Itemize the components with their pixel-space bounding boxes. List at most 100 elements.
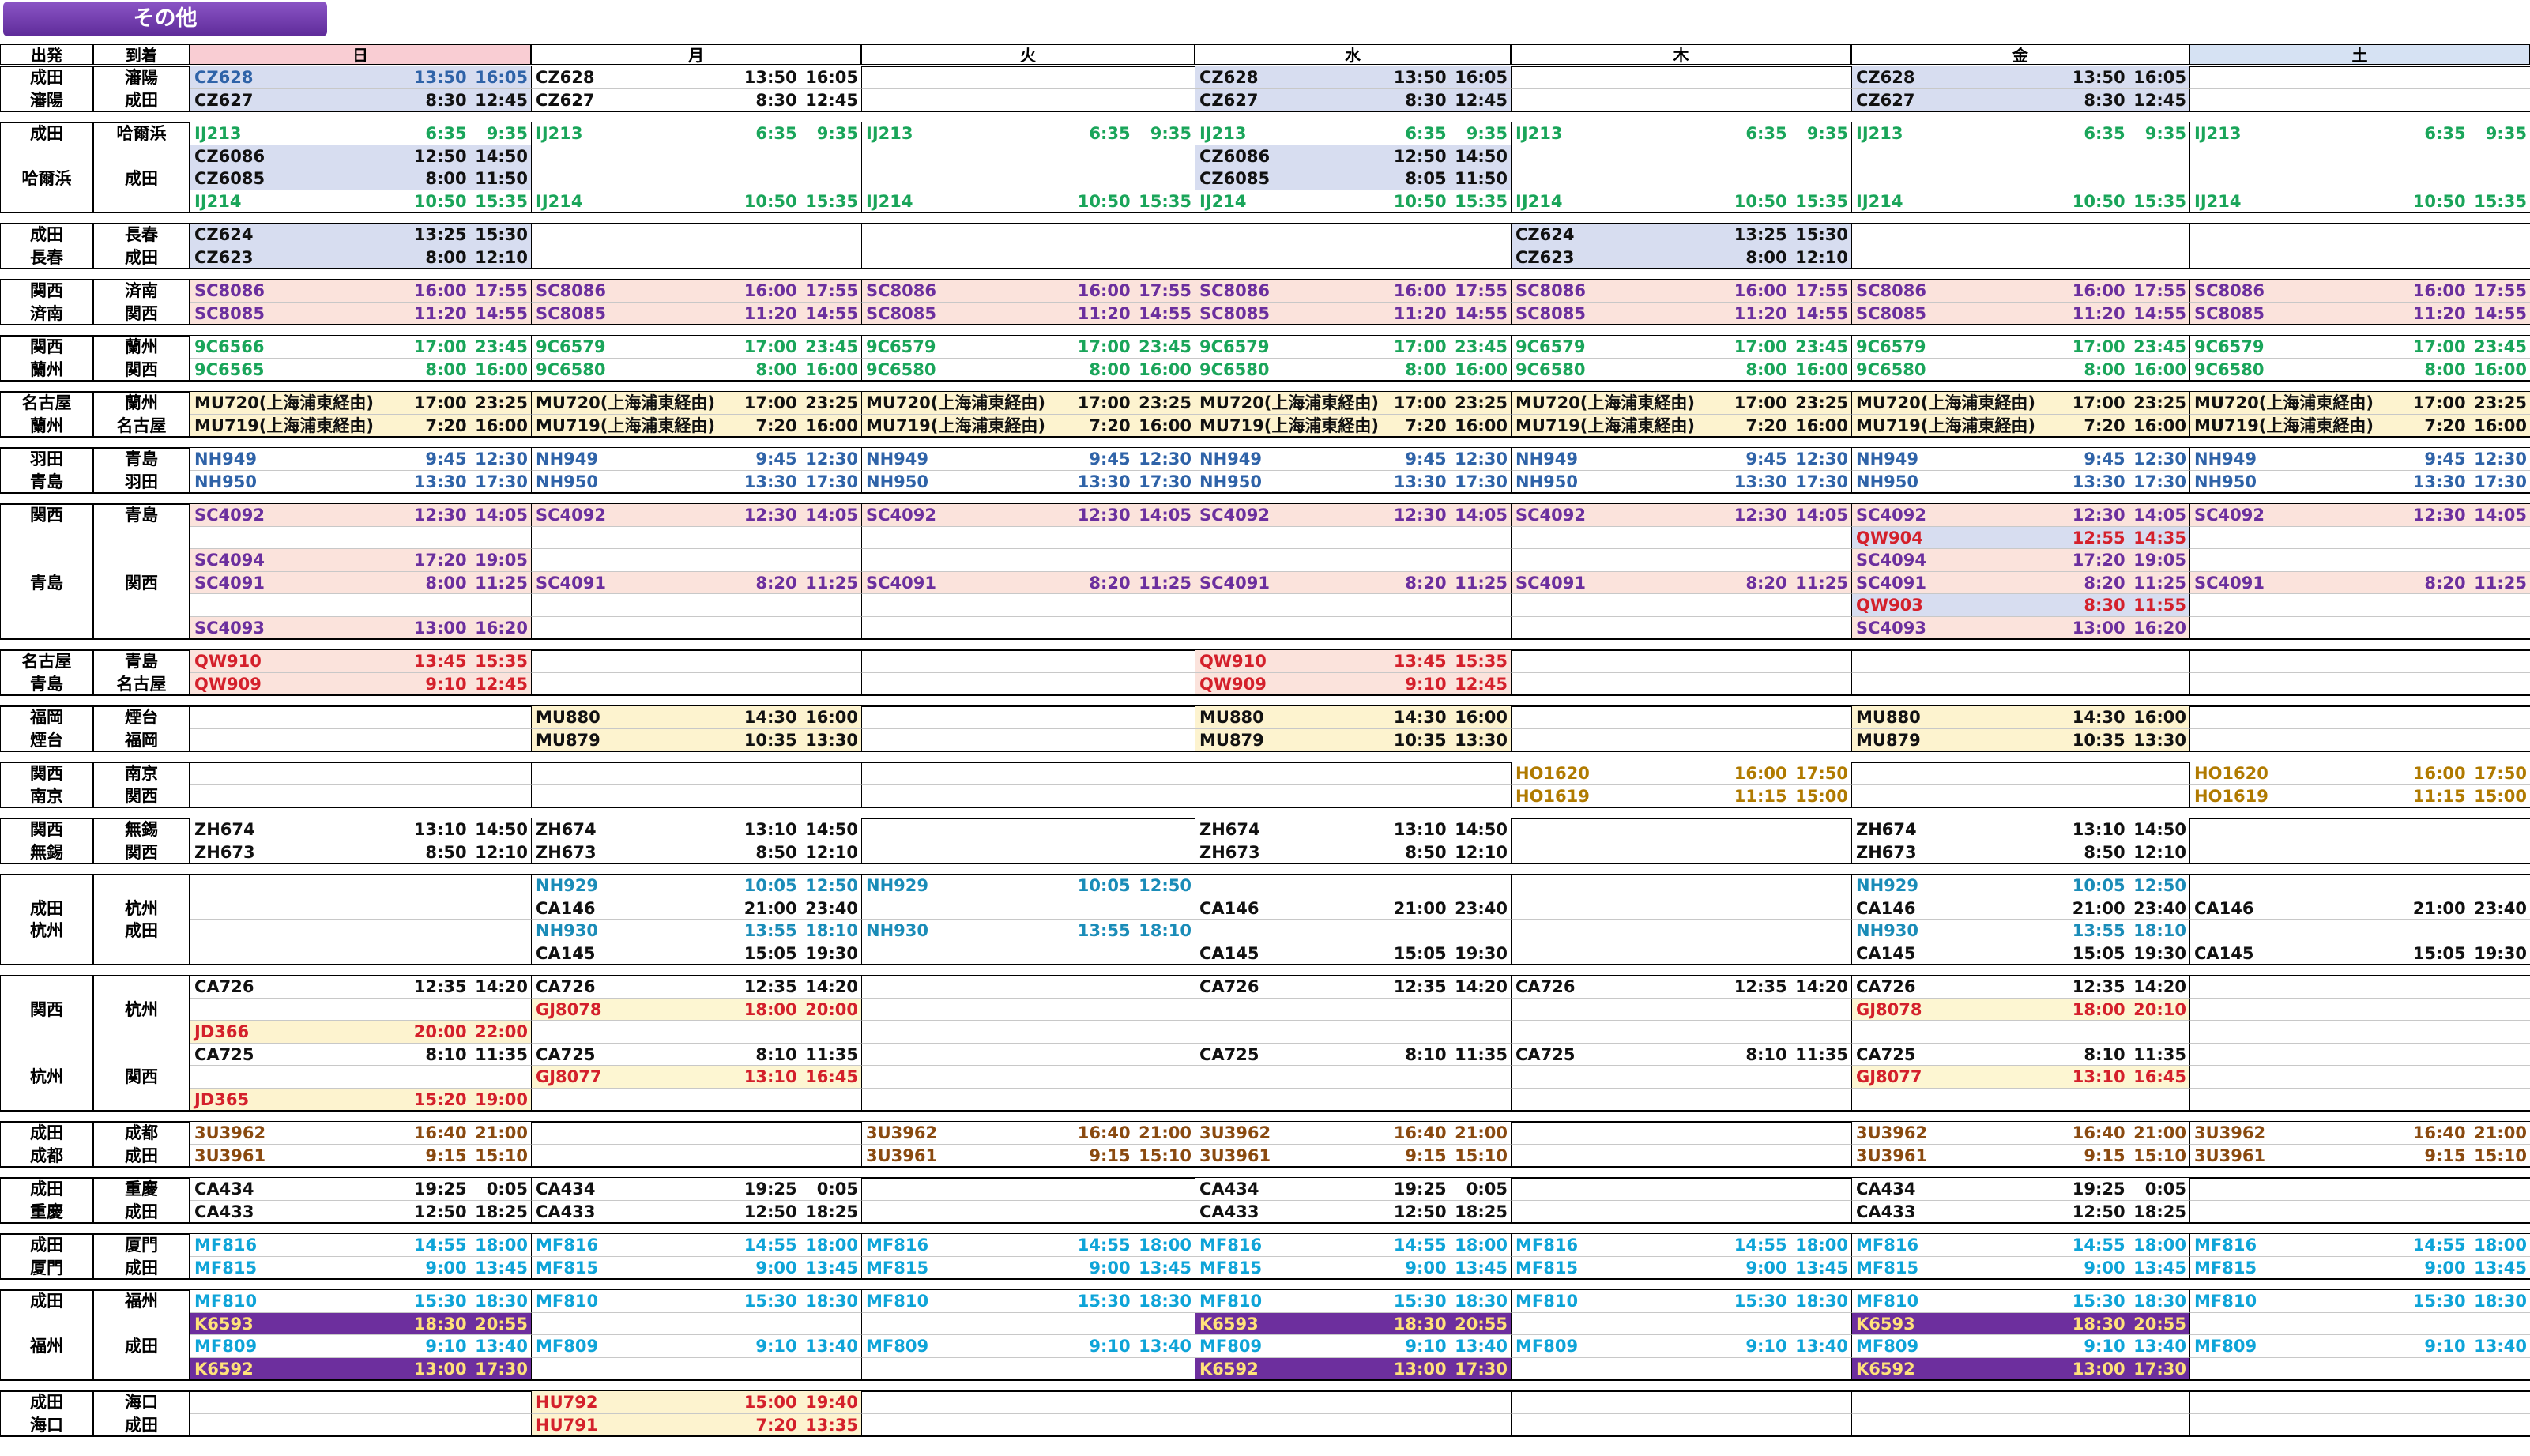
flight-number: SC8085 — [866, 303, 936, 323]
flight-cell: 9C6580 8:00 16:00 — [531, 358, 861, 381]
flight-times: 8:30 12:45 — [755, 90, 858, 110]
flight-times: 12:50 14:50 — [413, 146, 528, 166]
dep-airport: 海口 — [0, 1413, 93, 1436]
flight-number: NH950 — [866, 472, 928, 491]
flight-times: 8:00 16:00 — [2424, 359, 2527, 379]
flight-number: IJ213 — [194, 124, 242, 143]
flight-times: 19:25 0:05 — [2072, 1179, 2186, 1198]
flight-number: MF815 — [2194, 1258, 2257, 1277]
flight-number: CZ623 — [194, 247, 254, 267]
flight-cell: HU792 15:00 19:40 — [531, 1391, 861, 1414]
dep-airport — [0, 190, 93, 213]
flight-cell: MF809 9:10 13:40 — [1195, 1335, 1511, 1358]
flight-cell: CA146 21:00 23:40 — [1195, 897, 1511, 920]
dep-airport: 無錫 — [0, 841, 93, 863]
flight-number: CA433 — [1199, 1202, 1259, 1221]
header-dep: 出発 — [0, 44, 93, 65]
flight-cell — [861, 246, 1195, 269]
flight-number: NH950 — [536, 472, 598, 491]
flight-times: 13:30 17:30 — [1734, 472, 1848, 491]
flight-times: 8:30 11:55 — [2084, 596, 2186, 615]
flight-number: K6593 — [1856, 1314, 1915, 1334]
flight-times: 10:50 15:35 — [1077, 191, 1192, 211]
flight-cell — [531, 1088, 861, 1111]
flight-cell: CZ6085 8:05 11:50 — [1195, 167, 1511, 190]
flight-number: CA726 — [1515, 977, 1576, 996]
flight-cell: IJ213 6:35 9:35 — [861, 122, 1195, 145]
flight-number: GJ8077 — [536, 1067, 602, 1086]
flight-cell: MU720(上海浦東経由) 17:00 23:25 — [1851, 392, 2189, 415]
flight-cell: CZ627 8:30 12:45 — [531, 88, 861, 111]
dep-airport: 済南 — [0, 302, 93, 325]
flight-cell — [861, 784, 1195, 807]
flight-cell: 3U3962 16:40 21:00 — [1195, 1122, 1511, 1145]
flight-cell — [861, 1043, 1195, 1066]
row-divider — [0, 807, 2530, 808]
flight-cell — [1195, 594, 1511, 617]
arr-airport: 青島 — [93, 448, 190, 471]
row-divider — [0, 762, 2530, 763]
flight-cell: CA434 19:25 0:05 — [1195, 1178, 1511, 1201]
flight-number: MF816 — [194, 1236, 258, 1255]
flight-number: MF809 — [194, 1337, 258, 1356]
flight-cell: HO1620 16:00 17:50 — [1511, 762, 1851, 785]
flight-number: NH930 — [536, 921, 598, 940]
flight-cell: NH950 13:30 17:30 — [1511, 470, 1851, 493]
flight-cell — [1511, 88, 1851, 111]
flight-number: 9C6580 — [866, 359, 936, 379]
flight-cell: 9C6580 8:00 16:00 — [1511, 358, 1851, 381]
flight-cell: GJ8077 13:10 16:45 — [531, 1066, 861, 1089]
flight-cell: MF809 9:10 13:40 — [2189, 1335, 2530, 1358]
flight-cell — [531, 224, 861, 246]
flight-cell — [531, 594, 861, 617]
flight-cell — [190, 875, 531, 897]
flight-cell: SC8086 16:00 17:55 — [531, 280, 861, 303]
flight-cell: GJ8077 13:10 16:45 — [1851, 1066, 2189, 1089]
flight-cell: CA146 21:00 23:40 — [531, 897, 861, 920]
flight-cell — [1511, 549, 1851, 572]
flight-cell: CZ624 13:25 15:30 — [190, 224, 531, 246]
flight-number: NH949 — [1199, 450, 1262, 468]
flight-times: 9:15 15:10 — [425, 1146, 528, 1165]
flight-times: 7:20 13:35 — [755, 1415, 858, 1435]
flight-number: GJ8077 — [1856, 1067, 1922, 1086]
flight-cell: 3U3961 9:15 15:10 — [1851, 1144, 2189, 1167]
flight-cell — [2189, 167, 2530, 190]
flight-cell: 9C6579 17:00 23:45 — [1195, 336, 1511, 359]
flight-cell — [190, 942, 531, 965]
dep-airport — [0, 1357, 93, 1380]
flight-cell — [1511, 920, 1851, 942]
flight-times: 16:40 21:00 — [1393, 1123, 1508, 1142]
flight-cell: IJ214 10:50 15:35 — [1195, 190, 1511, 213]
flight-times: 9:10 13:40 — [1089, 1337, 1192, 1356]
arr-airport — [93, 616, 190, 639]
flight-cell: 3U3961 9:15 15:10 — [861, 1144, 1195, 1167]
flight-cell: SC4091 8:20 11:25 — [2189, 571, 2530, 594]
flight-cell — [531, 650, 861, 673]
flight-cell — [2189, 526, 2530, 549]
flight-times: 10:35 13:30 — [1393, 730, 1508, 750]
flight-cell — [2189, 145, 2530, 167]
flight-number: SC8085 — [1515, 303, 1586, 323]
flight-times: 9:10 13:40 — [2084, 1337, 2186, 1356]
dep-airport: 長春 — [0, 246, 93, 269]
flight-times: 21:00 23:40 — [1393, 898, 1508, 918]
flight-cell: MU720(上海浦東経由) 17:00 23:25 — [1195, 392, 1511, 415]
flight-cell: 3U3962 16:40 21:00 — [2189, 1122, 2530, 1145]
flight-cell: IJ213 6:35 9:35 — [1511, 122, 1851, 145]
flight-number: CA726 — [536, 977, 596, 996]
flight-times: 8:00 12:10 — [425, 247, 528, 267]
flight-number: MU719(上海浦東経由) — [194, 416, 374, 435]
flight-cell: CZ6086 12:50 14:50 — [190, 145, 531, 167]
flight-cell: SC4092 12:30 14:05 — [190, 504, 531, 527]
flight-cell: IJ214 10:50 15:35 — [1511, 190, 1851, 213]
flight-times: 8:20 11:25 — [1405, 573, 1508, 593]
row-divider — [0, 212, 2530, 213]
flight-times: 15:30 18:30 — [744, 1292, 858, 1311]
flight-times: 13:10 14:50 — [413, 820, 528, 839]
flight-times: 12:55 14:35 — [2072, 528, 2186, 547]
flight-number: JD365 — [194, 1089, 250, 1109]
flight-times: 16:40 21:00 — [2072, 1123, 2186, 1142]
flight-cell: ZH673 8:50 12:10 — [190, 841, 531, 863]
flight-cell — [861, 1178, 1195, 1201]
